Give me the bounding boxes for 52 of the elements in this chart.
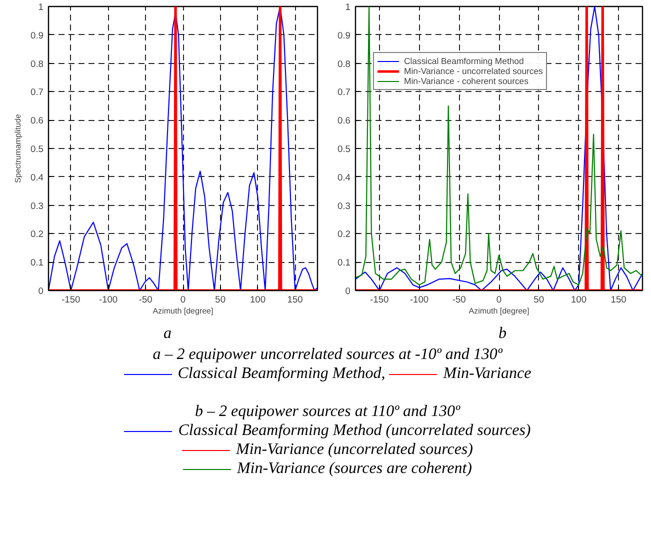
y-tick-label: 0: [38, 286, 44, 296]
y-tick-label: 0.5: [30, 144, 44, 154]
y-tick-label: 0.5: [338, 144, 350, 154]
x-tick-label: 50: [215, 294, 226, 304]
y-tick-label: 0.8: [338, 58, 350, 69]
x-tick-label: 150: [287, 294, 303, 304]
text: Min-Variance (sources are coherent): [236, 460, 472, 477]
x-tick-label: -150: [62, 294, 80, 304]
legend-label: Classical Beamforming Method: [404, 56, 524, 66]
y-tick-label: 0.1: [30, 258, 44, 268]
y-tick-label: 0.1: [338, 258, 350, 268]
y-tick-label: 0.3: [30, 200, 44, 211]
y-tick-label: 0.7: [338, 87, 350, 98]
x-tick-label: -150: [370, 294, 389, 304]
legend-label: Classical Beamforming Method,: [178, 365, 386, 382]
y-tick-label: 0.2: [338, 229, 350, 240]
text: b: [498, 324, 508, 344]
y-axis-title: Spectrumamplitude: [14, 113, 23, 183]
x-tick-label: -50: [452, 294, 466, 304]
y-tick-label: 0.6: [30, 116, 44, 126]
x-axis-title: Azimuth [degree]: [468, 306, 530, 316]
line-series: [48, 6, 318, 290]
x-axis-title: Azimuth [degree]: [152, 306, 214, 316]
x-tick-label: 100: [570, 294, 587, 304]
text: Classical Beamforming Method (uncorrelated sources): [178, 422, 531, 439]
y-tick-label: 0.9: [338, 30, 350, 40]
x-tick-label: 50: [534, 294, 544, 304]
y-tick-label: 0.6: [338, 116, 350, 126]
legend-label: Min-Variance - uncorrelated sources: [404, 66, 543, 76]
y-tick-label: 0.7: [30, 87, 44, 98]
text: Min-Variance (uncorrelated sources): [236, 441, 473, 458]
x-tick-label: -50: [138, 294, 152, 304]
y-tick-label: 0.2: [30, 229, 44, 240]
y-tick-label: 0.8: [30, 58, 44, 69]
y-tick-label: 1: [345, 2, 351, 12]
x-tick-label: 150: [610, 294, 626, 304]
x-tick-label: -100: [410, 294, 429, 304]
y-tick-label: 0.4: [338, 172, 350, 182]
legend-label: Min-Variance: [443, 365, 532, 382]
legend-label: Min-Variance - coherent sources: [404, 76, 528, 86]
text: b – 2 equipower sources at 110º and 130º: [194, 403, 460, 420]
x-tick-label: 0: [496, 294, 502, 304]
x-tick-label: 0: [180, 294, 186, 304]
x-tick-label: 100: [250, 294, 266, 304]
y-tick-label: 0: [345, 286, 351, 296]
text: a – 2 equipower uncorrelated sources at -10º and 130º: [152, 346, 502, 363]
y-tick-label: 0.3: [338, 200, 350, 211]
y-tick-label: 1: [38, 2, 44, 12]
text: a: [162, 324, 172, 344]
y-tick-label: 0.9: [30, 30, 44, 40]
y-tick-label: 0.4: [30, 172, 44, 182]
x-tick-label: -100: [98, 294, 118, 304]
